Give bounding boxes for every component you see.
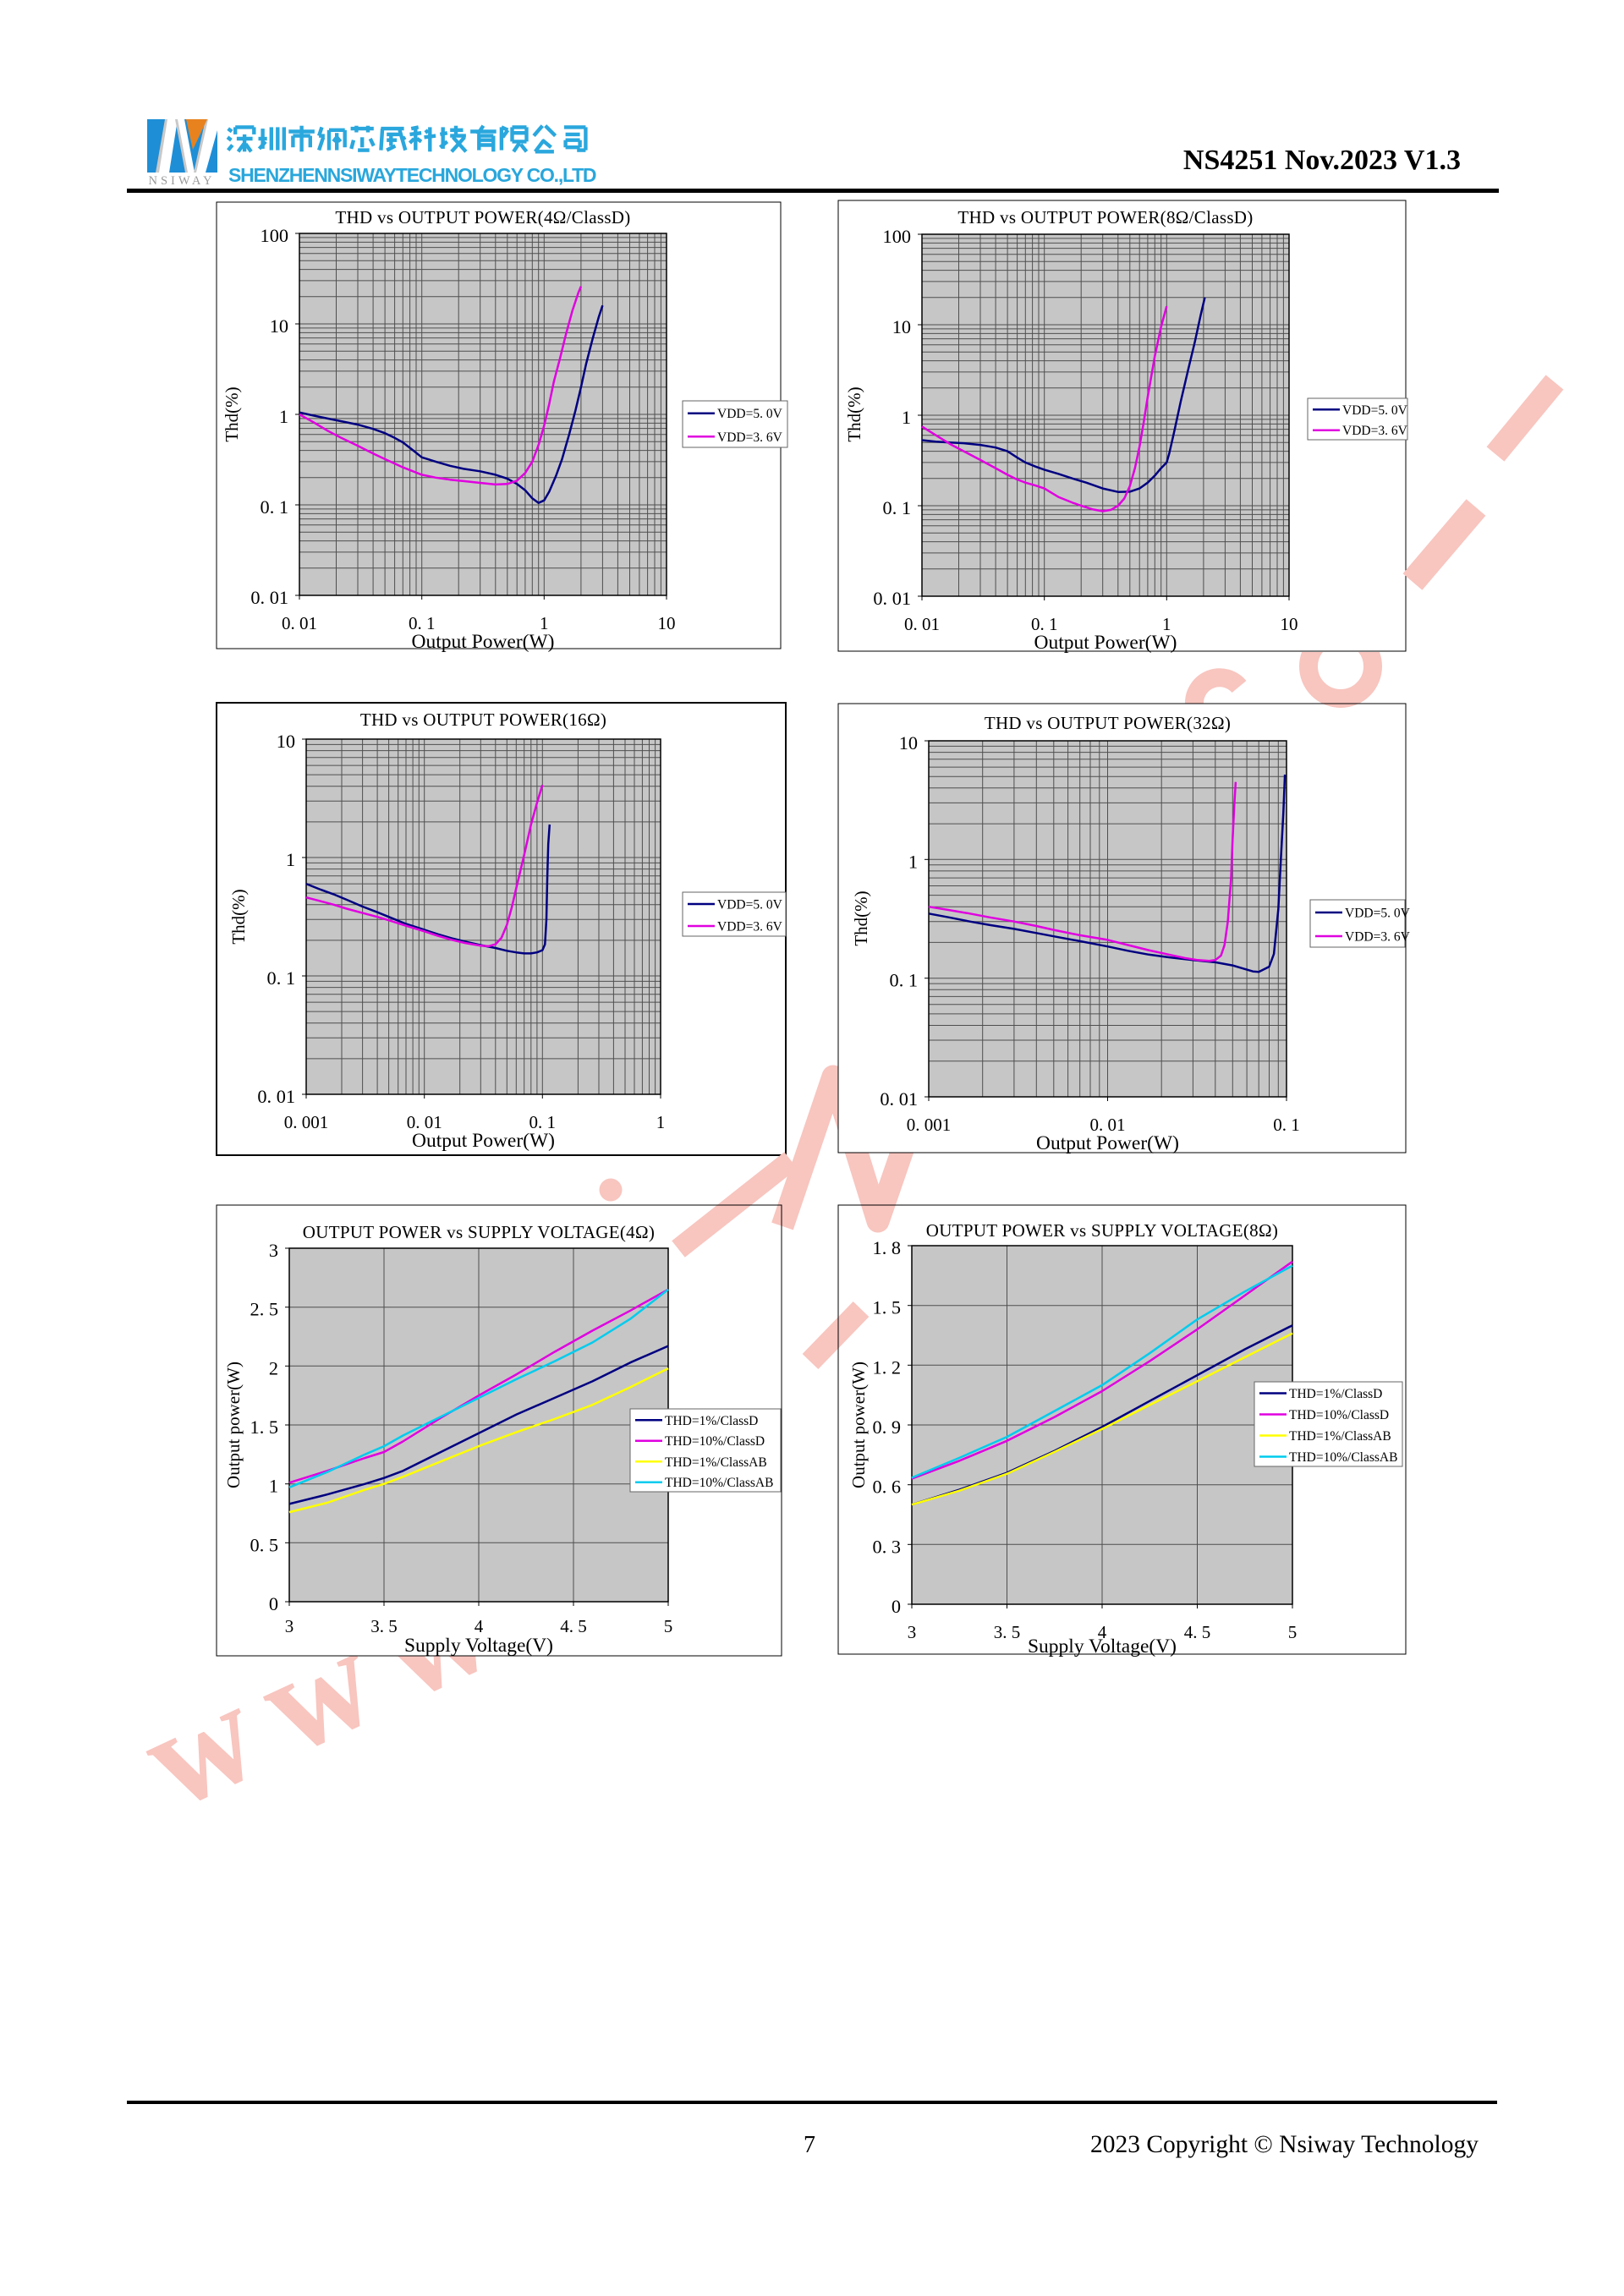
svg-text:0. 01: 0. 01	[904, 614, 940, 634]
svg-text:Output Power(W): Output Power(W)	[411, 631, 554, 653]
svg-text:THD=1%/ClassD: THD=1%/ClassD	[665, 1414, 758, 1428]
svg-text:3: 3	[285, 1616, 294, 1636]
svg-text:Thd(%): Thd(%)	[228, 889, 249, 944]
svg-text:1: 1	[286, 849, 295, 870]
svg-text:THD=10%/ClassAB: THD=10%/ClassAB	[1289, 1450, 1397, 1465]
svg-text:THD=10%/ClassD: THD=10%/ClassD	[1289, 1408, 1389, 1422]
svg-text:Output Power(W): Output Power(W)	[412, 1130, 555, 1152]
svg-text:2023 Copyright © Nsiway Techno: 2023 Copyright © Nsiway Technology	[1090, 2131, 1479, 2158]
svg-text:0. 001: 0. 001	[907, 1115, 952, 1135]
svg-text:3. 5: 3. 5	[370, 1616, 398, 1636]
svg-text:4: 4	[1098, 1622, 1107, 1642]
svg-text:THD=1%/ClassD: THD=1%/ClassD	[1289, 1387, 1382, 1401]
svg-text:THD=10%/ClassD: THD=10%/ClassD	[665, 1434, 765, 1449]
svg-text:Output Power(W): Output Power(W)	[1036, 1132, 1179, 1154]
svg-text:THD=10%/ClassAB: THD=10%/ClassAB	[665, 1476, 773, 1490]
svg-text:3: 3	[908, 1622, 917, 1642]
svg-text:VDD=3. 6V: VDD=3. 6V	[717, 920, 783, 934]
svg-text:1. 5: 1. 5	[873, 1297, 901, 1318]
svg-text:0. 01: 0. 01	[407, 1112, 442, 1132]
svg-text:2: 2	[269, 1357, 278, 1378]
svg-text:Thd(%): Thd(%)	[851, 890, 871, 945]
svg-text:10: 10	[277, 731, 295, 752]
svg-text:0. 1: 0. 1	[1031, 614, 1058, 634]
svg-text:VDD=5. 0V: VDD=5. 0V	[1345, 907, 1411, 921]
svg-text:0. 1: 0. 1	[261, 496, 288, 518]
svg-text:0. 01: 0. 01	[1090, 1115, 1126, 1135]
svg-text:0. 01: 0. 01	[880, 1088, 918, 1110]
svg-text:4: 4	[475, 1616, 484, 1636]
svg-text:5: 5	[664, 1616, 673, 1636]
svg-text:VDD=5. 0V: VDD=5. 0V	[717, 898, 783, 912]
svg-text:0. 1: 0. 1	[883, 497, 911, 518]
svg-text:Output power(W): Output power(W)	[848, 1362, 869, 1488]
svg-text:VDD=3. 6V: VDD=3. 6V	[1345, 930, 1411, 945]
svg-text:1: 1	[902, 407, 911, 428]
svg-text:Output power(W): Output power(W)	[223, 1362, 244, 1488]
svg-text:0. 1: 0. 1	[529, 1112, 557, 1132]
svg-text:5: 5	[1288, 1622, 1298, 1642]
svg-text:VDD=5. 0V: VDD=5. 0V	[717, 407, 783, 421]
svg-text:0. 1: 0. 1	[890, 970, 918, 991]
svg-text:2. 5: 2. 5	[250, 1299, 278, 1320]
svg-text:10: 10	[892, 316, 911, 337]
svg-text:0. 1: 0. 1	[1273, 1115, 1300, 1135]
svg-text:10: 10	[1281, 614, 1298, 634]
svg-text:4. 5: 4. 5	[560, 1616, 587, 1636]
svg-text:NS4251 Nov.2023 V1.3: NS4251 Nov.2023 V1.3	[1183, 145, 1461, 176]
svg-text:1: 1	[908, 851, 918, 872]
svg-text:10: 10	[270, 315, 288, 337]
svg-text:THD vs OUTPUT POWER(32Ω): THD vs OUTPUT POWER(32Ω)	[985, 713, 1231, 733]
svg-text:VDD=3. 6V: VDD=3. 6V	[1342, 424, 1408, 438]
svg-text:0: 0	[892, 1596, 901, 1617]
svg-text:Thd(%): Thd(%)	[222, 386, 242, 441]
svg-text:THD vs OUTPUT POWER(4Ω/ClassD): THD vs OUTPUT POWER(4Ω/ClassD)	[335, 207, 630, 227]
svg-text:100: 100	[883, 226, 911, 247]
svg-text:0: 0	[269, 1593, 278, 1614]
svg-text:0. 9: 0. 9	[873, 1417, 901, 1438]
svg-text:10: 10	[658, 613, 676, 633]
svg-text:1: 1	[1162, 614, 1171, 634]
svg-text:3: 3	[269, 1240, 278, 1261]
svg-text:Thd(%): Thd(%)	[844, 386, 864, 441]
svg-text:NSIWAY: NSIWAY	[148, 174, 215, 188]
svg-text:3. 5: 3. 5	[994, 1622, 1021, 1642]
svg-text:0. 01: 0. 01	[257, 1086, 295, 1107]
svg-text:1. 2: 1. 2	[873, 1356, 901, 1378]
svg-text:0. 5: 0. 5	[250, 1534, 278, 1555]
svg-text:VDD=5. 0V: VDD=5. 0V	[1342, 403, 1408, 418]
svg-text:1. 8: 1. 8	[873, 1237, 901, 1258]
svg-text:7: 7	[804, 2132, 815, 2158]
svg-text:0. 01: 0. 01	[250, 587, 288, 608]
svg-text:100: 100	[261, 225, 288, 246]
svg-text:1: 1	[269, 1476, 278, 1497]
svg-text:VDD=3. 6V: VDD=3. 6V	[717, 430, 783, 445]
svg-text:THD=1%/ClassAB: THD=1%/ClassAB	[665, 1455, 767, 1470]
svg-text:THD vs OUTPUT POWER(8Ω/ClassD): THD vs OUTPUT POWER(8Ω/ClassD)	[957, 207, 1253, 227]
svg-text:1: 1	[279, 406, 288, 427]
svg-text:0. 6: 0. 6	[873, 1477, 901, 1498]
svg-text:0. 001: 0. 001	[284, 1112, 329, 1132]
svg-text:Supply Voltage(V): Supply Voltage(V)	[404, 1635, 553, 1657]
svg-text:THD vs OUTPUT POWER(16Ω): THD vs OUTPUT POWER(16Ω)	[360, 710, 606, 730]
svg-text:SHENZHENNSIWAYTECHNOLOGY CO.,L: SHENZHENNSIWAYTECHNOLOGY CO.,LTD	[228, 164, 596, 186]
svg-text:1: 1	[540, 613, 549, 633]
svg-text:THD=1%/ClassAB: THD=1%/ClassAB	[1289, 1429, 1391, 1444]
svg-text:10: 10	[899, 732, 918, 753]
svg-text:0. 1: 0. 1	[409, 613, 436, 633]
svg-text:Output Power(W): Output Power(W)	[1034, 632, 1177, 654]
svg-text:0. 1: 0. 1	[267, 967, 295, 989]
svg-text:0. 3: 0. 3	[873, 1536, 901, 1557]
svg-text:4. 5: 4. 5	[1184, 1622, 1211, 1642]
svg-text:OUTPUT POWER vs SUPPLY VOLTAGE: OUTPUT POWER vs SUPPLY VOLTAGE(8Ω)	[926, 1220, 1278, 1241]
svg-text:1: 1	[656, 1112, 666, 1132]
svg-text:OUTPUT POWER vs SUPPLY VOLTAGE: OUTPUT POWER vs SUPPLY VOLTAGE(4Ω)	[303, 1222, 655, 1242]
svg-text:0. 01: 0. 01	[282, 613, 317, 633]
svg-text:0. 01: 0. 01	[873, 588, 911, 609]
svg-text:1. 5: 1. 5	[250, 1417, 278, 1438]
